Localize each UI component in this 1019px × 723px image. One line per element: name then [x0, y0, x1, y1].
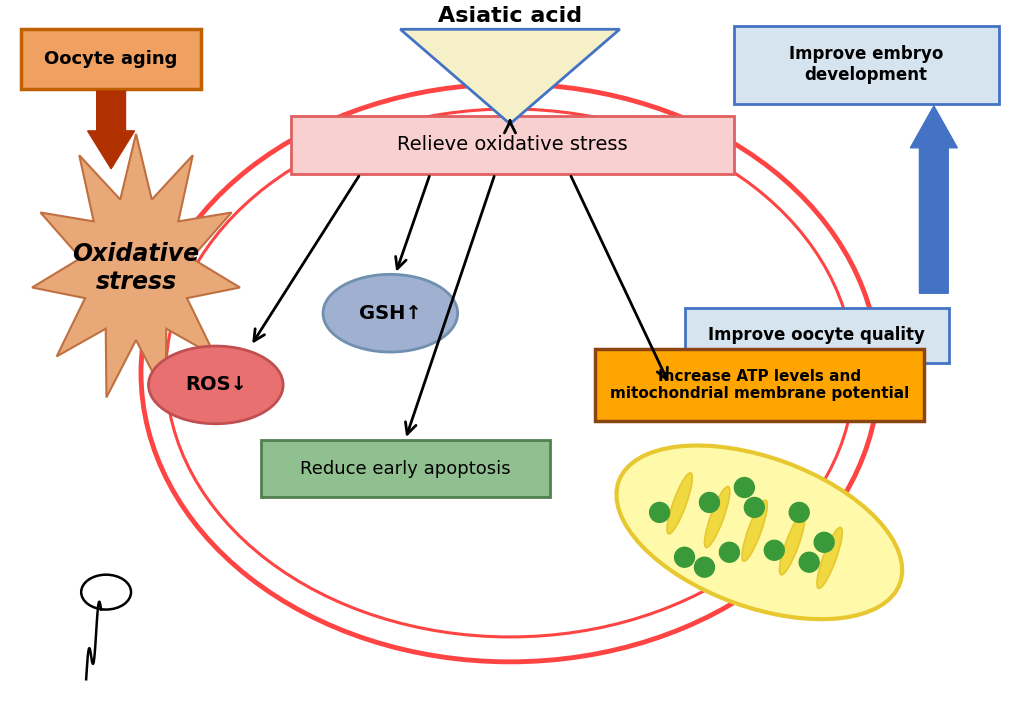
Polygon shape — [32, 134, 239, 398]
Circle shape — [734, 478, 754, 497]
Ellipse shape — [615, 445, 902, 619]
FancyBboxPatch shape — [290, 116, 734, 174]
Circle shape — [799, 552, 818, 572]
Ellipse shape — [666, 473, 692, 534]
Ellipse shape — [704, 487, 729, 547]
Text: Oocyte aging: Oocyte aging — [45, 50, 177, 68]
Circle shape — [763, 540, 784, 560]
Text: Improve embryo
development: Improve embryo development — [788, 45, 943, 84]
Polygon shape — [909, 106, 957, 294]
Text: Increase ATP levels and
mitochondrial membrane potential: Increase ATP levels and mitochondrial me… — [609, 369, 908, 401]
Ellipse shape — [741, 500, 766, 561]
FancyBboxPatch shape — [594, 349, 923, 421]
Circle shape — [674, 547, 694, 568]
Circle shape — [649, 502, 668, 523]
FancyBboxPatch shape — [261, 440, 549, 497]
Text: GSH↑: GSH↑ — [359, 304, 421, 322]
FancyBboxPatch shape — [684, 308, 948, 363]
Circle shape — [718, 542, 739, 562]
Ellipse shape — [779, 514, 804, 575]
Circle shape — [694, 557, 713, 577]
FancyBboxPatch shape — [734, 26, 998, 104]
Circle shape — [789, 502, 808, 523]
Circle shape — [744, 497, 763, 518]
Text: Relieve oxidative stress: Relieve oxidative stress — [396, 135, 627, 154]
Ellipse shape — [816, 527, 842, 589]
Circle shape — [813, 532, 834, 552]
Text: Asiatic acid: Asiatic acid — [437, 7, 582, 26]
Circle shape — [699, 492, 718, 513]
FancyBboxPatch shape — [21, 29, 201, 89]
Ellipse shape — [149, 346, 283, 424]
Text: ROS↓: ROS↓ — [184, 375, 247, 395]
Polygon shape — [88, 91, 135, 168]
Polygon shape — [399, 29, 620, 124]
Text: Oxidative
stress: Oxidative stress — [72, 242, 200, 294]
Text: Reduce early apoptosis: Reduce early apoptosis — [300, 460, 511, 478]
Ellipse shape — [323, 274, 458, 352]
Text: Improve oocyte quality: Improve oocyte quality — [707, 326, 923, 344]
